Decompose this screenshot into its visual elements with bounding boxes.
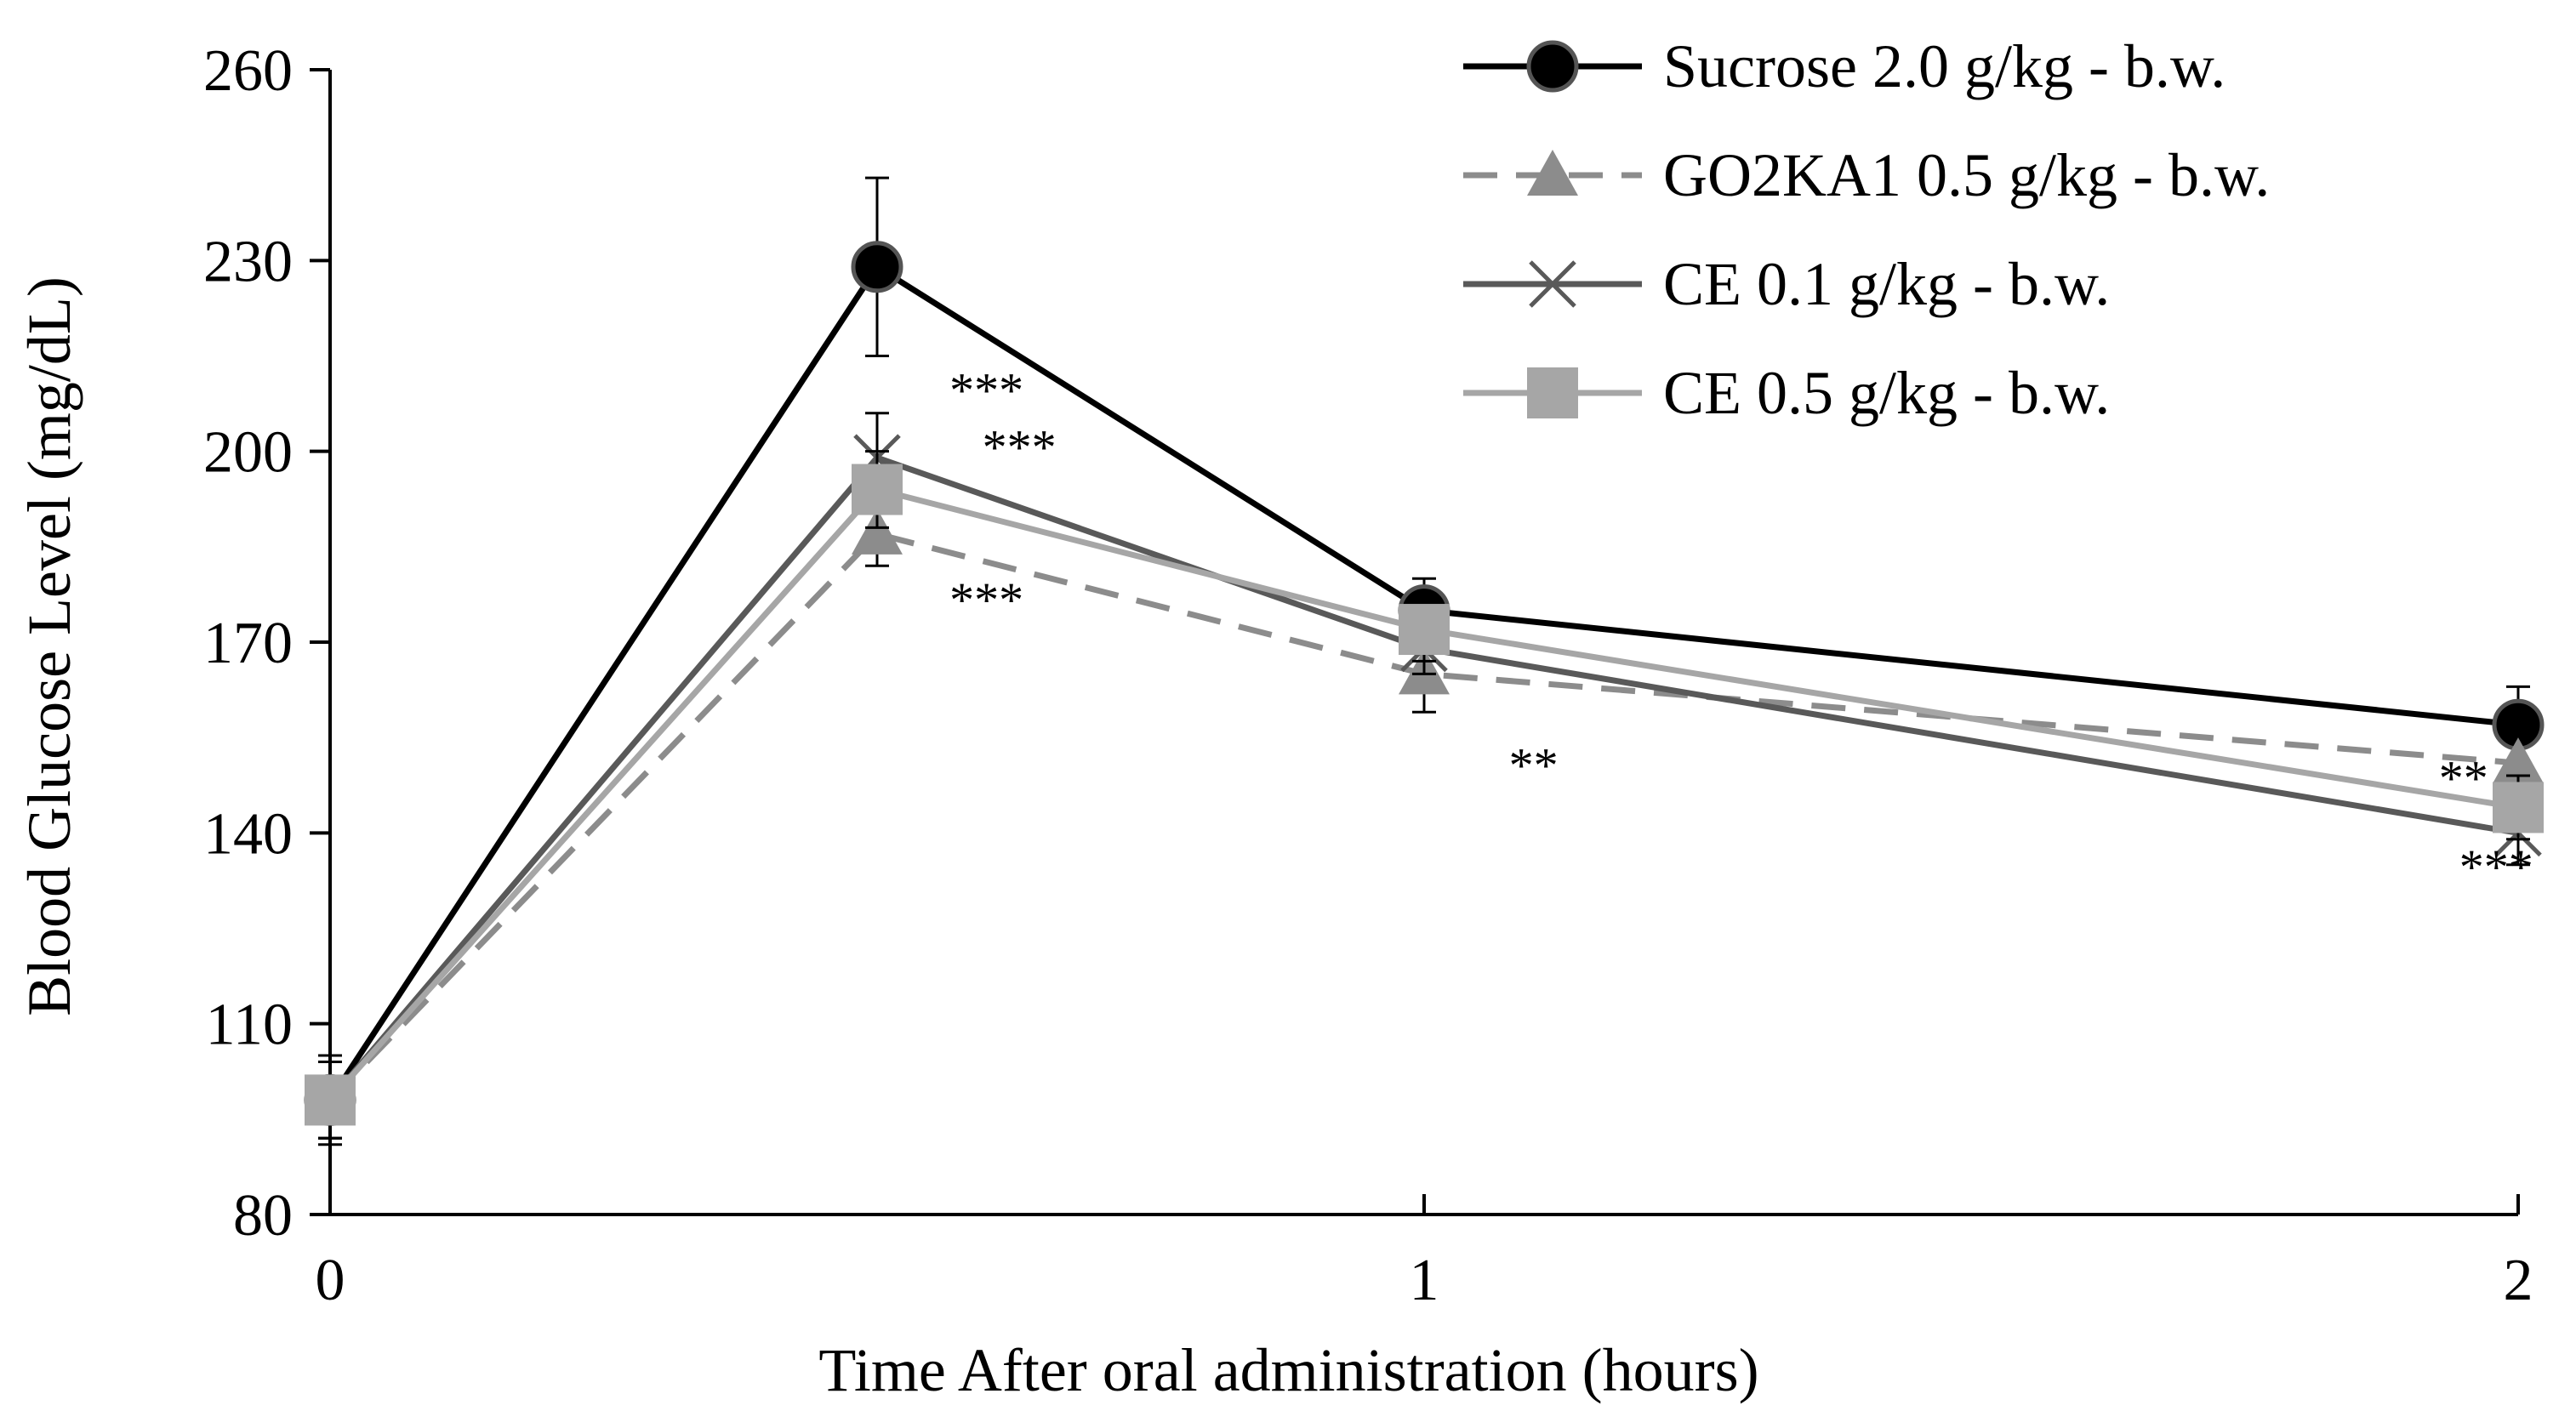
x-tick-label: 1 [1410,1248,1439,1313]
legend-item-2: CE 0.1 g/kg - b.w. [1463,250,2110,318]
annotation-layer: *********** ***** [949,362,2533,895]
legend-marker [1529,260,1576,308]
legend-item-0: Sucrose 2.0 g/kg - b.w. [1463,32,2226,100]
legend-marker-stroke [1529,260,1576,308]
legend-label: Sucrose 2.0 g/kg - b.w. [1663,32,2226,100]
y-axis-title: Blood Glucose Level (mg/dL) [15,276,83,1016]
series-line [328,454,2519,1102]
significance-marker: *** [949,572,1023,628]
data-point [852,464,903,515]
data-point [852,508,903,555]
significance-marker: *** [2459,839,2533,895]
legend-label: CE 0.5 g/kg - b.w. [1663,359,2110,427]
x-tick-label: 0 [316,1248,345,1313]
legend-marker [1527,150,1578,196]
axes: 80 110 140 170 200 230 260 0 1 2 [203,38,2533,1313]
y-tick-label: 170 [203,611,293,676]
significance-marker: *** [983,420,1057,475]
series-layer [304,176,2545,1146]
series-line [328,486,2519,1102]
data-point [1399,604,1450,656]
series-3 [305,450,2544,1140]
legend-label: CE 0.1 g/kg - b.w. [1663,250,2110,318]
data-point [2493,737,2544,784]
significance-marker: *** [949,362,1023,418]
y-tick-label: 80 [233,1183,293,1249]
x-axis-title: Time After oral administration (hours) [818,1336,1758,1404]
legend-item-1: GO2KA1 0.5 g/kg - b.w. [1463,141,2270,209]
y-tick-label: 230 [203,229,293,294]
data-point [305,1074,356,1126]
legend: Sucrose 2.0 g/kg - b.w. GO2KA1 0.5 g/kg -… [1463,32,2270,427]
series-line [328,264,2519,1102]
legend-marker [1526,40,1579,93]
x-tick-label: 2 [2504,1248,2533,1313]
significance-marker: ** [1509,738,1559,794]
significance-marker: ** [2439,750,2488,805]
legend-item-3: CE 0.5 g/kg - b.w. [1463,359,2110,427]
legend-marker [1527,367,1578,418]
data-point [851,241,903,293]
legend-label: GO2KA1 0.5 g/kg - b.w. [1663,141,2270,209]
y-tick-label: 140 [203,801,293,867]
y-tick-label: 200 [203,420,293,486]
data-point [2493,782,2544,833]
y-tick-label: 260 [203,38,293,104]
y-tick-label: 110 [206,993,293,1058]
